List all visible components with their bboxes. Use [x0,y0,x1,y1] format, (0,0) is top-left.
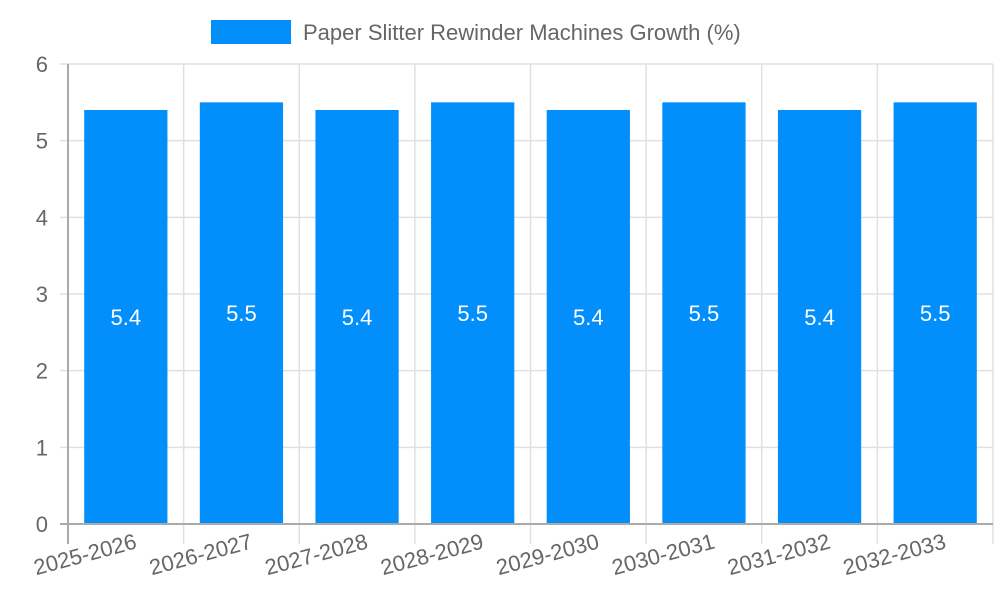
bar-value-label: 5.4 [342,305,373,330]
y-tick-label: 5 [36,129,48,154]
x-tick-label: 2027-2028 [262,529,370,580]
bar[interactable] [662,102,746,524]
legend-swatch [211,20,291,44]
bar[interactable] [777,110,862,524]
y-tick-label: 3 [36,282,48,307]
bar-value-label: 5.5 [457,301,488,326]
y-tick-label: 2 [36,359,48,384]
bar-value-label: 5.4 [573,305,604,330]
bar-value-label: 5.5 [689,301,720,326]
x-tick-label: 2031-2032 [725,529,833,580]
legend[interactable]: Paper Slitter Rewinder Machines Growth (… [211,20,741,45]
y-tick-label: 1 [36,435,48,460]
y-tick-label: 0 [36,512,48,537]
x-tick-label: 2032-2033 [840,529,948,580]
bar[interactable] [546,110,630,524]
bar[interactable] [315,110,399,524]
x-tick-label: 2029-2030 [494,529,602,580]
bar-value-label: 5.5 [226,301,257,326]
bar-value-label: 5.4 [111,305,142,330]
bar[interactable] [199,102,284,524]
bar-value-label: 5.5 [920,301,951,326]
bar-value-label: 5.4 [804,305,835,330]
bar[interactable] [893,102,977,524]
x-tick-label: 2026-2027 [147,529,255,580]
x-tick-label: 2030-2031 [609,529,717,580]
x-tick-label: 2028-2029 [378,529,486,580]
bar[interactable] [431,102,515,524]
axes [60,64,993,544]
legend-label: Paper Slitter Rewinder Machines Growth (… [303,20,741,45]
y-tick-label: 4 [36,205,48,230]
y-axis-labels: 0 1 2 3 4 5 6 [36,52,48,537]
x-axis-labels: 2025-2026 2026-2027 2027-2028 2028-2029 2029… [31,529,948,580]
y-tick-label: 6 [36,52,48,77]
bar[interactable] [84,110,168,524]
bars: 5.4 5.5 5.4 5.5 5.4 5.5 5.4 5.5 [84,102,977,524]
